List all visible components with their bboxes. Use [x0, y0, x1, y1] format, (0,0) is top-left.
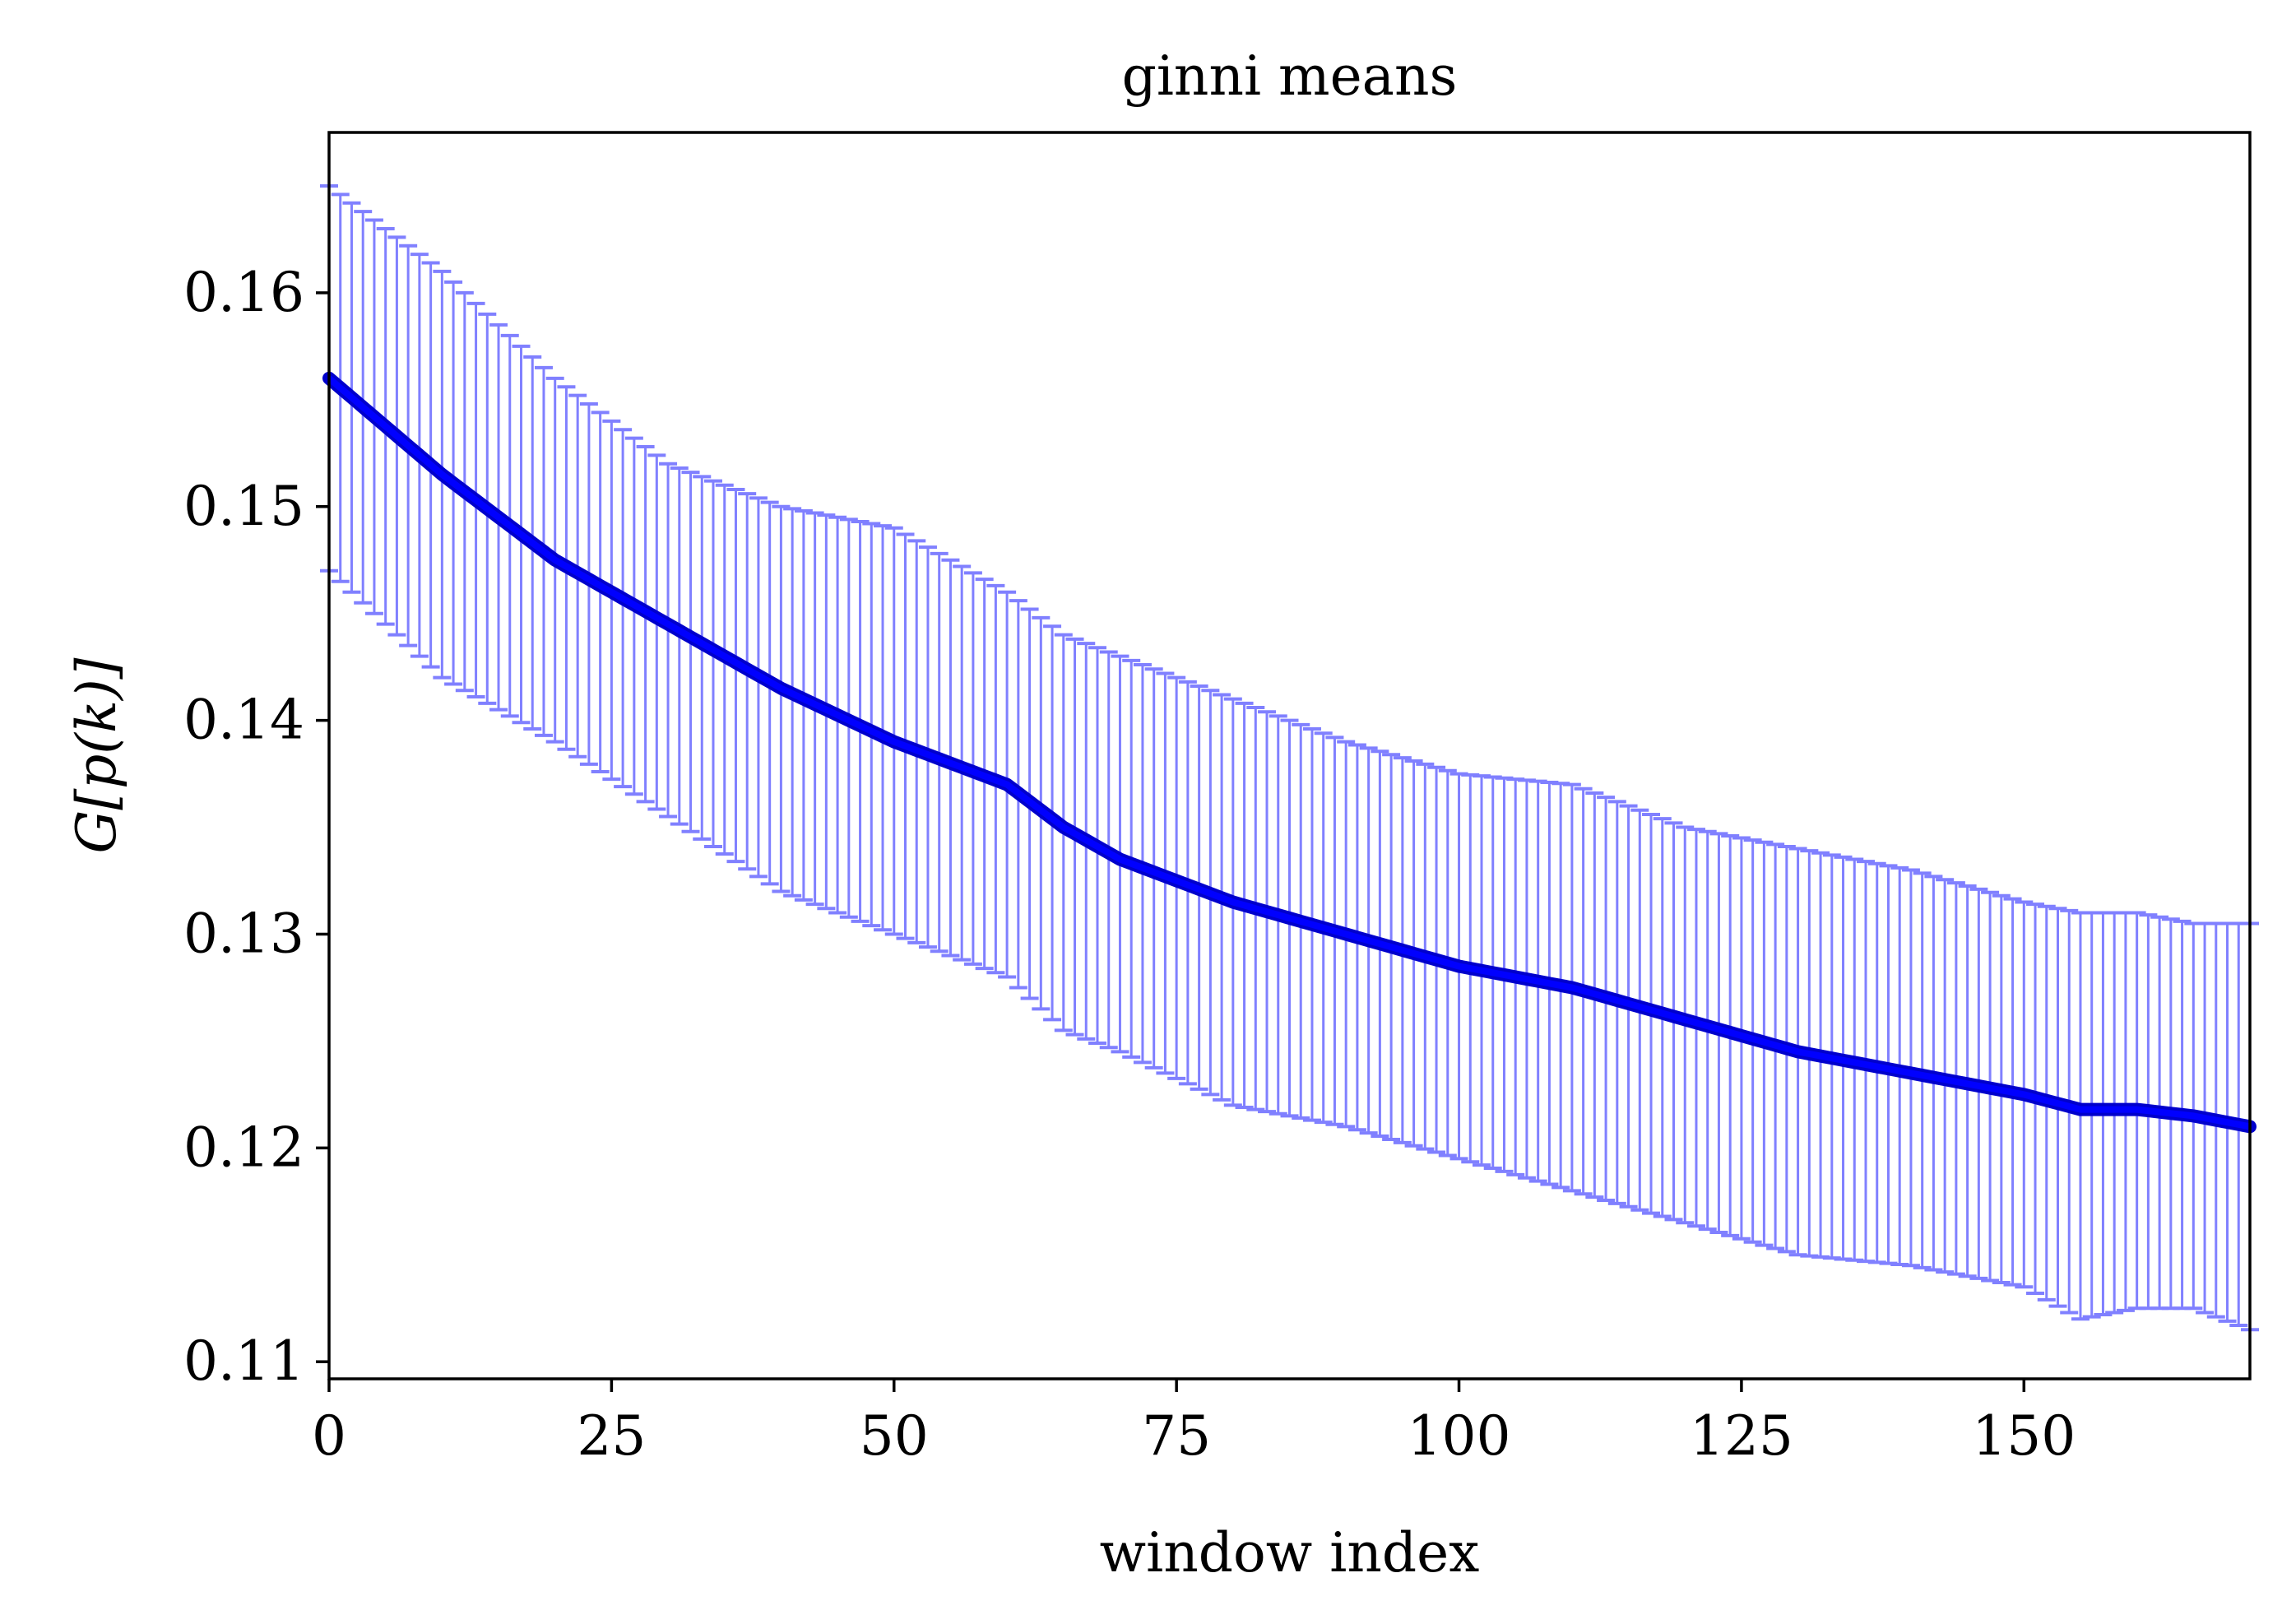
x-axis-label: window index [1100, 1521, 1480, 1585]
error-bars [320, 183, 2259, 1332]
x-tick-label: 75 [1142, 1404, 1211, 1468]
x-tick-label: 25 [577, 1404, 646, 1468]
plot-frame [327, 131, 2252, 1380]
x-tick-label: 50 [860, 1404, 929, 1468]
x-tick-label: 100 [1408, 1404, 1511, 1468]
y-tick-label: 0.13 [183, 902, 304, 965]
y-axis-label: G[p(k)] [65, 657, 128, 853]
series-lines [322, 371, 2256, 1134]
x-tick-label: 125 [1690, 1404, 1793, 1468]
x-tick-label: 0 [312, 1404, 346, 1468]
y-tick-label: 0.15 [183, 475, 304, 538]
y-tick-label: 0.11 [183, 1329, 304, 1393]
x-ticks: 0 25 50 75 100 125 150 [312, 1379, 2076, 1468]
y-tick-label: 0.16 [183, 261, 304, 324]
y-ticks: 0.11 0.12 0.13 0.14 0.15 0.16 [183, 261, 329, 1393]
y-tick-label: 0.14 [183, 689, 304, 752]
mean-line [327, 375, 2251, 1130]
chart-title: ginni means [1122, 44, 1458, 108]
x-tick-label: 150 [1972, 1404, 2076, 1468]
y-tick-label: 0.12 [183, 1116, 304, 1179]
